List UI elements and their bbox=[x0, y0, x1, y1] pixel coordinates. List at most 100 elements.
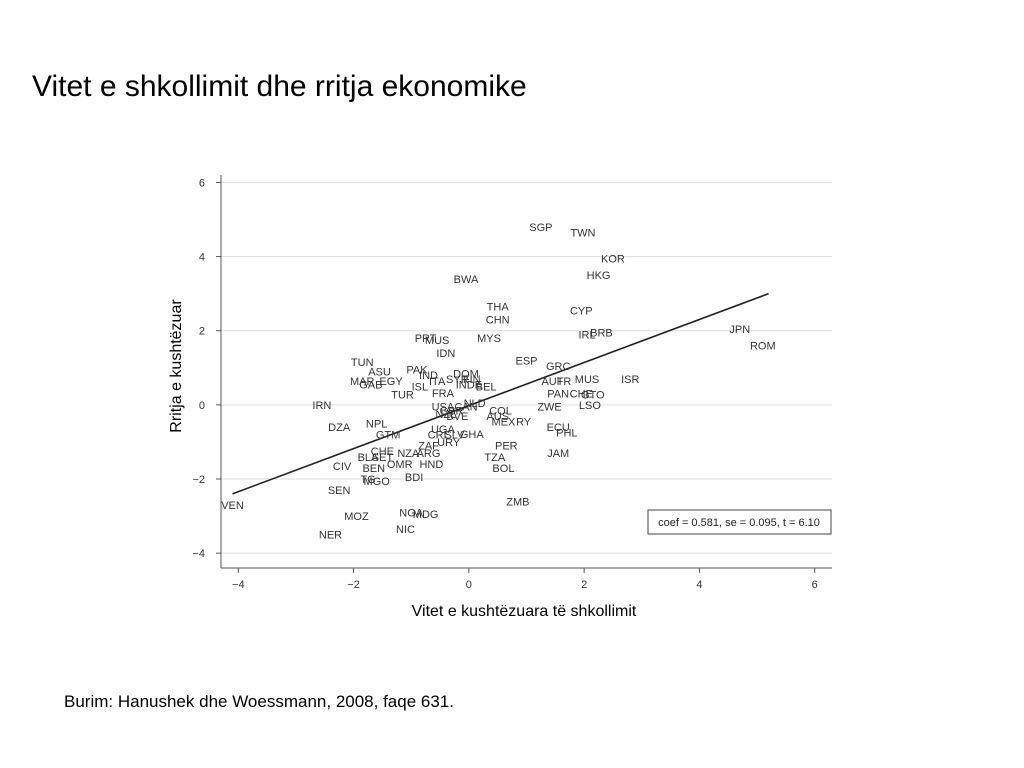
data-point-per: PER bbox=[495, 441, 518, 453]
data-point-hnd: HND bbox=[419, 459, 443, 471]
data-point-sen: SEN bbox=[328, 485, 351, 497]
data-point-grc: GRC bbox=[546, 361, 571, 373]
y-axis-label: Rritja e kushtëzuar bbox=[168, 299, 185, 433]
stats-box-text: coef = 0.581, se = 0.095, t = 6.10 bbox=[658, 517, 820, 529]
data-point-twn: TWN bbox=[570, 227, 595, 239]
data-point-bol: BOL bbox=[492, 463, 514, 475]
data-point-civ: CIV bbox=[333, 461, 352, 473]
data-point-bve: BVE bbox=[446, 411, 468, 423]
data-point-jpn: JPN bbox=[729, 324, 750, 336]
data-point-zwe: ZWE bbox=[537, 402, 561, 414]
data-point-phl: PHL bbox=[556, 428, 577, 440]
data-point-ry: RY bbox=[516, 417, 532, 429]
x-tick-label: 4 bbox=[696, 579, 702, 591]
data-point-zaf: ZAF bbox=[418, 441, 439, 453]
data-point-mgo: MGO bbox=[363, 476, 390, 488]
data-point-mus: MUS bbox=[425, 335, 449, 347]
data-point-bla: BLA bbox=[358, 452, 379, 464]
data-point-arg: ARG bbox=[417, 448, 441, 460]
data-point-gtm: GTM bbox=[376, 430, 400, 442]
data-point-lso: LSO bbox=[579, 400, 601, 412]
data-point-pak: PAK bbox=[406, 365, 428, 377]
data-point-npl: NPL bbox=[366, 418, 387, 430]
data-point-tza: TZA bbox=[484, 452, 505, 464]
data-point-gab: GAB bbox=[359, 379, 382, 391]
data-point-zmb: ZMB bbox=[506, 496, 529, 508]
slide-title: Vitet e shkollimit dhe rritja ekonomike bbox=[32, 70, 527, 103]
data-point-dom: DOM bbox=[453, 368, 479, 380]
data-point-ind: IND bbox=[419, 370, 438, 382]
x-tick-label: 6 bbox=[812, 579, 818, 591]
data-point-ita: ITA bbox=[429, 376, 446, 388]
data-point-hkg: HKG bbox=[587, 270, 611, 282]
data-point-cyp: CYP bbox=[570, 305, 593, 317]
y-tick-label: −4 bbox=[192, 548, 205, 560]
data-point-ben: BEN bbox=[362, 463, 385, 475]
data-point-mex: MEX bbox=[492, 417, 517, 429]
data-point-tg: TG bbox=[360, 474, 375, 486]
data-point-isl: ISL bbox=[412, 381, 429, 393]
data-point-bdi: BDI bbox=[405, 472, 423, 484]
data-point-col: COL bbox=[489, 405, 512, 417]
y-tick-label: −2 bbox=[192, 474, 205, 486]
data-point-aut: AUT bbox=[541, 376, 563, 388]
data-point-pan: PAN bbox=[547, 389, 569, 401]
data-point-irl: IRL bbox=[578, 329, 595, 341]
grid-lines bbox=[221, 181, 832, 554]
data-point-sgp: SGP bbox=[529, 222, 552, 234]
stats-box: coef = 0.581, se = 0.095, t = 6.10 bbox=[647, 509, 832, 535]
x-axis-label: Vitet e kushtëzuara të shkollimit bbox=[412, 603, 637, 620]
data-point-dza: DZA bbox=[328, 422, 351, 434]
data-point-nza: NZA bbox=[397, 448, 420, 460]
data-point-isr: ISR bbox=[621, 374, 639, 386]
data-point-nga: NGA bbox=[399, 507, 424, 519]
data-point-tha: THA bbox=[487, 302, 510, 314]
data-point-nzl: NZL bbox=[435, 409, 456, 421]
data-point-fra: FRA bbox=[432, 388, 455, 400]
scatter-chart: −4 −2 0 2 4 6 −4 −2 0 2 4 6 SGP TWN KOR HKG BWA THA CYP C… bbox=[168, 175, 832, 620]
data-point-chn: CHN bbox=[486, 315, 510, 327]
data-point-set: SET bbox=[372, 452, 394, 464]
data-point-bel: BEL bbox=[476, 381, 497, 393]
data-point-kor: KOR bbox=[601, 253, 625, 265]
y-axis-ticks: −4 −2 0 2 4 6 bbox=[192, 177, 221, 560]
data-point-irn: IRN bbox=[312, 400, 331, 412]
data-point-fin: FIN bbox=[463, 374, 481, 386]
data-point-jam: JAM bbox=[547, 448, 569, 460]
data-point-esp: ESP bbox=[515, 355, 537, 367]
data-point-brb: BRB bbox=[590, 328, 613, 340]
y-tick-label: 6 bbox=[199, 177, 205, 189]
x-tick-label: 2 bbox=[581, 579, 587, 591]
data-point-asu: ASU bbox=[368, 367, 391, 379]
data-point-cri: CRI bbox=[428, 430, 447, 442]
data-point-bwa: BWA bbox=[454, 274, 479, 286]
data-point-mar: MAR bbox=[350, 376, 375, 388]
data-point-inde: INDE bbox=[456, 379, 482, 391]
y-tick-label: 2 bbox=[199, 326, 205, 338]
data-point-ecu: ECU bbox=[547, 422, 570, 434]
data-point-syr: SYR bbox=[446, 374, 469, 386]
data-point-nld: NLD bbox=[464, 398, 486, 410]
data-point-mus: MUS bbox=[575, 374, 599, 386]
x-tick-label: 0 bbox=[466, 579, 472, 591]
data-point-slv: SLV bbox=[444, 430, 465, 442]
data-point-egy: EGY bbox=[379, 376, 403, 388]
data-point-rom: ROM bbox=[750, 341, 776, 353]
data-point-aus: AUS bbox=[486, 411, 509, 423]
stats-box-frame bbox=[647, 509, 832, 535]
y-tick-label: 0 bbox=[199, 400, 205, 412]
y-tick-label: 4 bbox=[199, 252, 205, 264]
data-point-gbr: GBR bbox=[440, 405, 464, 417]
data-point-che: CHE bbox=[570, 389, 593, 401]
data-point-tur: TUR bbox=[391, 389, 414, 401]
data-point-nic: NIC bbox=[396, 524, 415, 536]
data-point-usa: USA bbox=[432, 402, 455, 414]
x-axis-ticks: −4 −2 0 2 4 6 bbox=[232, 568, 818, 591]
data-point-mys: MYS bbox=[477, 333, 501, 345]
data-point-uga: UGA bbox=[431, 424, 456, 436]
data-point-che: CHE bbox=[371, 446, 394, 458]
source-note: Burim: Hanushek dhe Woessmann, 2008, faq… bbox=[64, 692, 454, 711]
data-point-can: CAN bbox=[454, 402, 477, 414]
data-point-moz: MOZ bbox=[344, 511, 369, 523]
